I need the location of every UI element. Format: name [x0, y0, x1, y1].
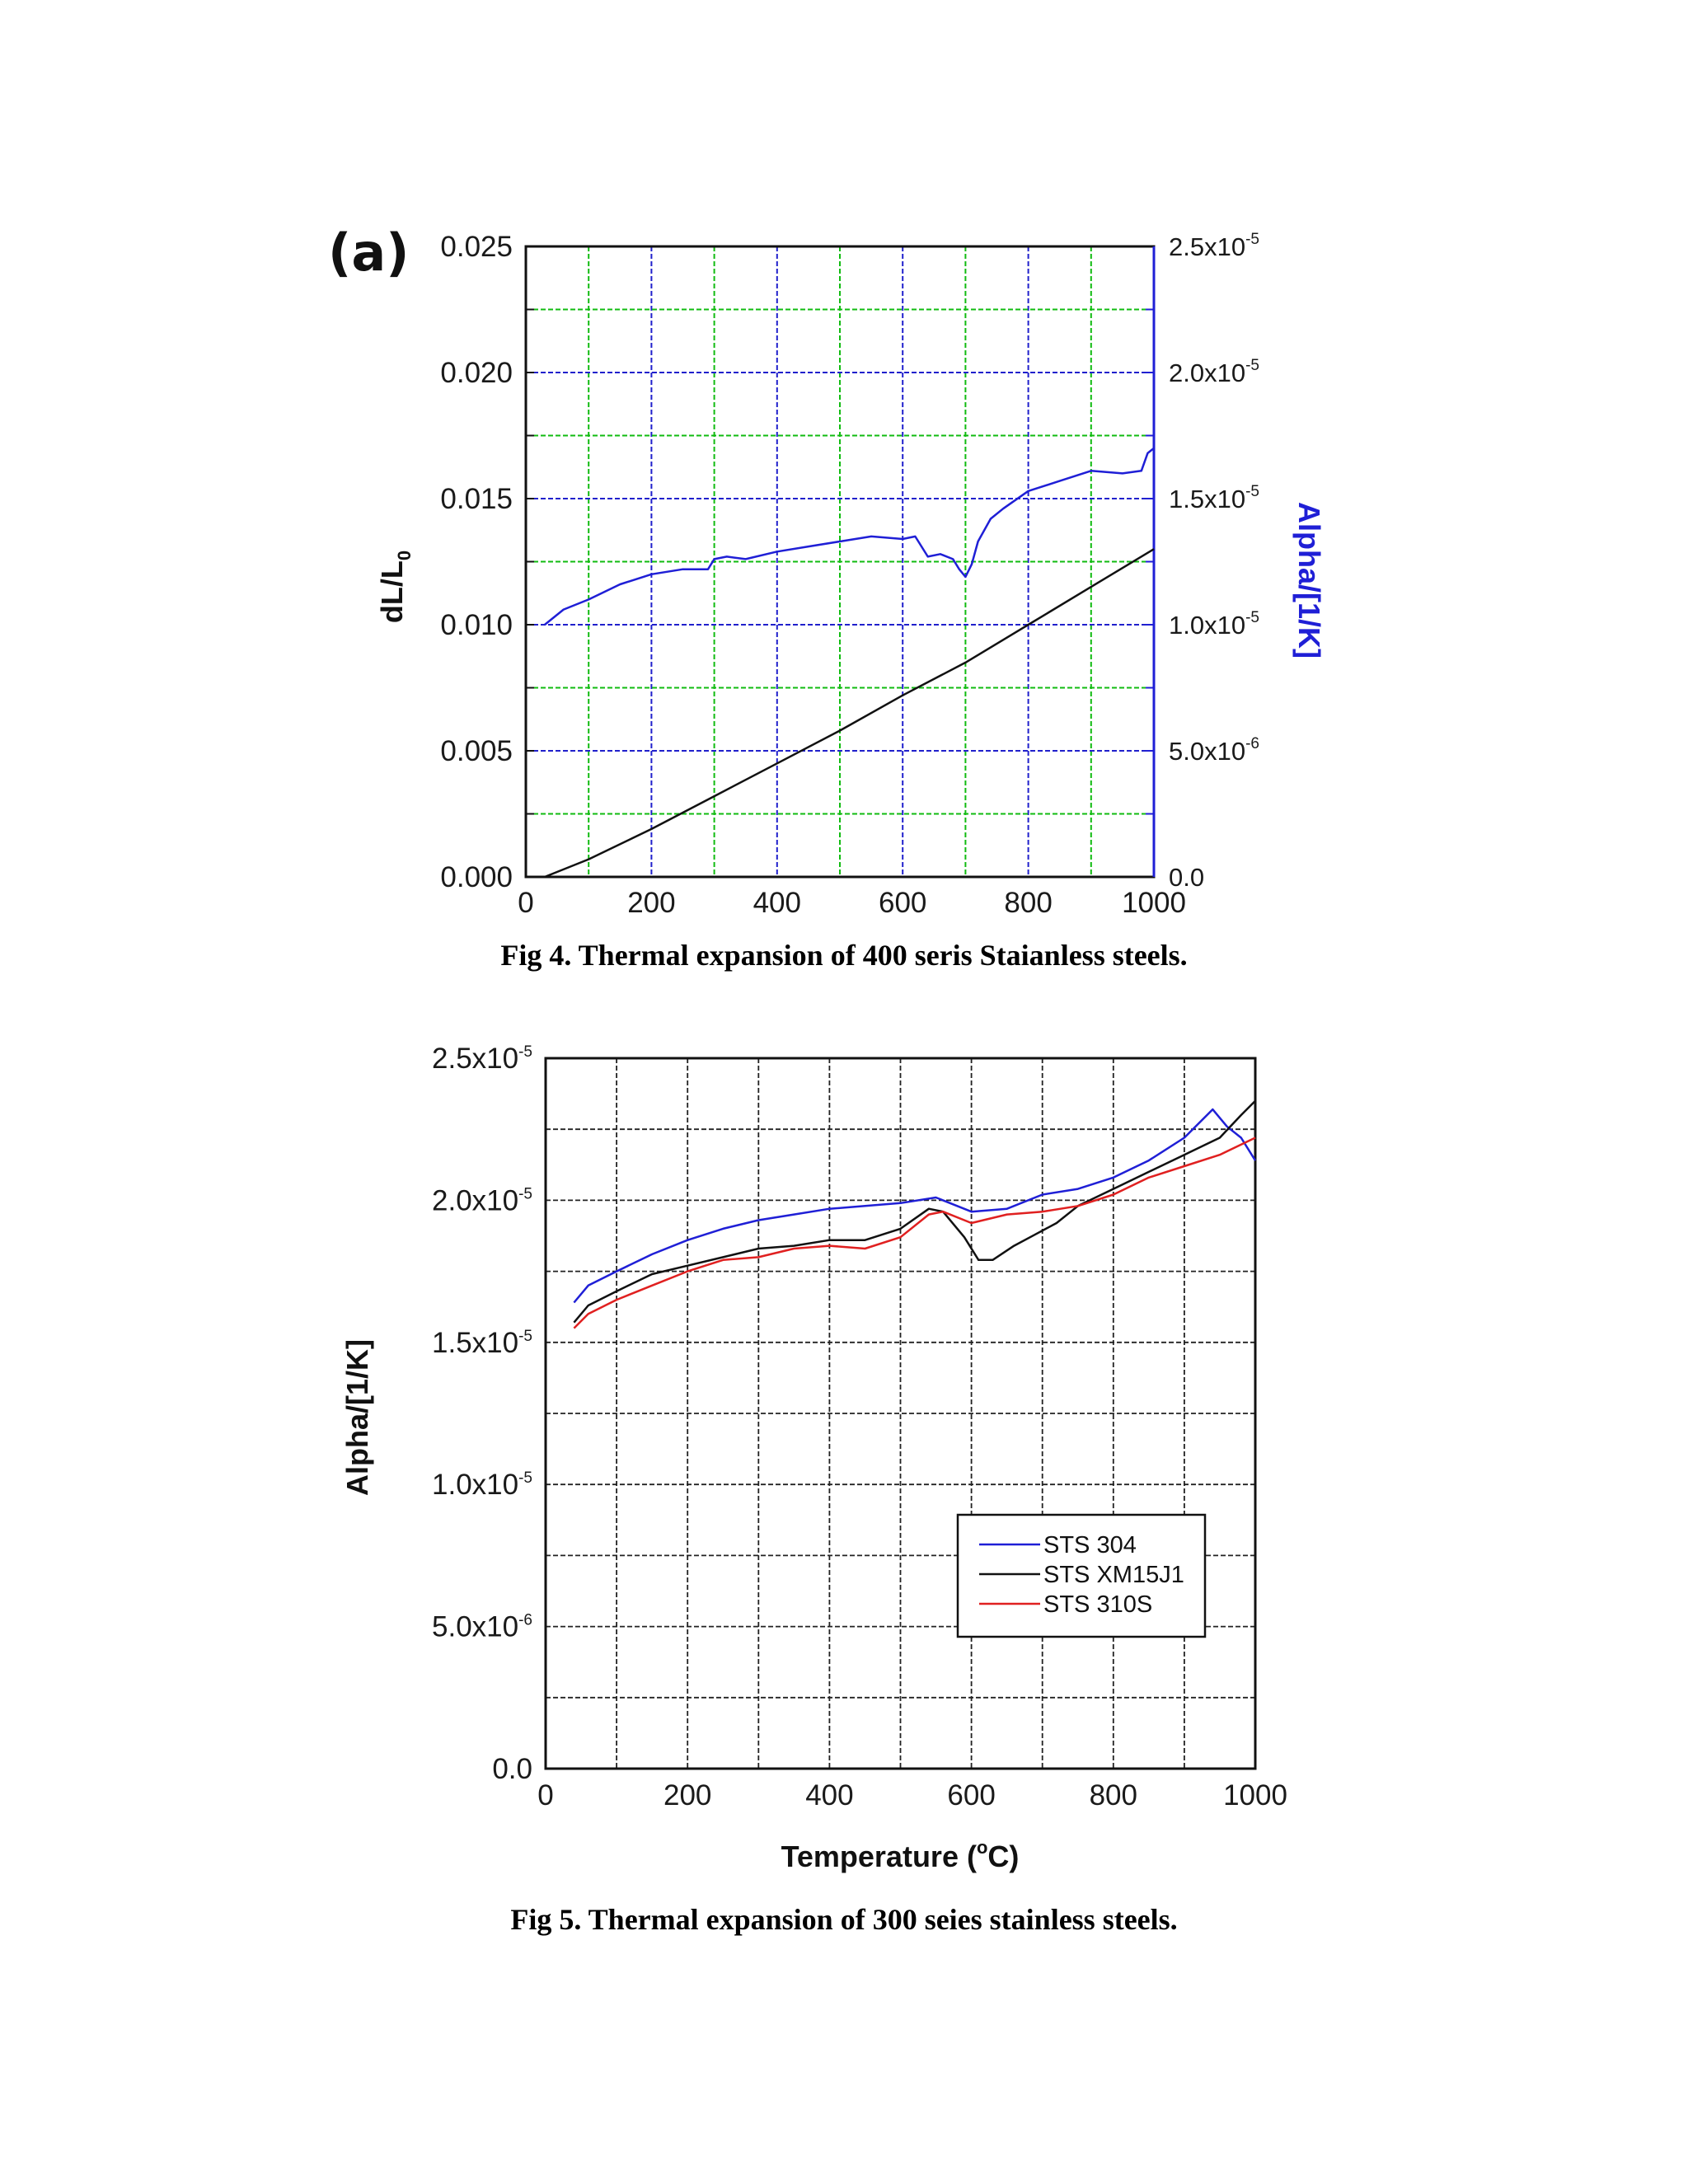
y-tick-label-left: 0.015	[440, 483, 513, 515]
series-line-alpha	[544, 447, 1155, 626]
x-tick-label: 0	[518, 887, 533, 919]
series-line-dl-l0	[544, 548, 1155, 879]
panel-label: (a)	[328, 223, 410, 283]
legend-box	[956, 1513, 1207, 1638]
x-tick-label: 200	[627, 887, 675, 919]
y-tick-label-right: 0.0	[1169, 863, 1204, 892]
chart2-series	[573, 1099, 1257, 1329]
x-tick-label: 800	[1004, 887, 1052, 919]
y-tick-label-left: 0.020	[440, 357, 513, 389]
chart1-x-tick-labels: 0 200 400 600 800 1000	[518, 887, 1186, 919]
y-tick-label-right: 2.5x10-5	[1169, 231, 1259, 261]
y-tick-label-right: 1.5x10-5	[1169, 483, 1259, 513]
chart2-grid	[546, 1058, 1255, 1769]
figure-5: 0 200 400 600 800 1000 0.0 5.0x10-6 1.0x10-5 1.5…	[340, 1043, 1287, 1936]
chart1-right-axis-title: Alpha/[1/K]	[1292, 502, 1326, 658]
x-tick-label: 0	[537, 1779, 553, 1811]
chart2-axis-frame	[544, 1057, 1257, 1770]
x-tick-label: 800	[1090, 1779, 1137, 1811]
y-tick-label-right: 1.0x10-5	[1169, 609, 1259, 640]
legend-label-sts-310s: STS 310S	[1043, 1591, 1152, 1618]
chart1-right-tick-labels: 0.0 5.0x10-6 1.0x10-5 1.5x10-5 2.0x10-5 2.5x1…	[1169, 231, 1259, 892]
chart1-grid	[526, 246, 1154, 877]
chart2-legend: STS 304 STS XM15J1 STS 310S	[956, 1513, 1207, 1638]
figure-4: (a) 0 200 400 600 800 1000 0.0000.0050.0100.0…	[328, 223, 1326, 972]
y-tick-label-right: 5.0x10-6	[1169, 735, 1259, 766]
x-tick-label: 600	[947, 1779, 995, 1811]
x-tick-label: 200	[663, 1779, 711, 1811]
chart2-x-tick-labels: 0 200 400 600 800 1000	[537, 1779, 1287, 1811]
y-tick-label: 0.0	[492, 1753, 532, 1785]
x-tick-label: 1000	[1223, 1779, 1287, 1811]
y-tick-label-left: 0.005	[440, 735, 513, 767]
x-tick-label: 400	[805, 1779, 853, 1811]
y-tick-label-left: 0.000	[440, 861, 513, 893]
chart1-left-axis-title: dL/L0	[375, 551, 415, 623]
y-tick-label: 2.0x10-5	[432, 1184, 532, 1216]
y-tick-label-left: 0.010	[440, 609, 513, 641]
figure-5-caption: Fig 5. Thermal expansion of 300 seies st…	[510, 1903, 1177, 1936]
chart2-x-axis-title: Temperature (oC)	[781, 1837, 1020, 1873]
chart2-y-tick-labels: 0.0 5.0x10-6 1.0x10-5 1.5x10-5 2.0x10-5 2.5x1…	[432, 1043, 532, 1785]
y-tick-label: 5.0x10-6	[432, 1611, 532, 1643]
x-tick-label: 400	[753, 887, 801, 919]
y-tick-label: 1.5x10-5	[432, 1327, 532, 1359]
legend-label-sts-304: STS 304	[1043, 1532, 1137, 1558]
y-tick-label-right: 2.0x10-5	[1169, 357, 1259, 387]
legend-label-sts-xm15j1: STS XM15J1	[1043, 1562, 1184, 1588]
chart1-left-tick-labels: 0.000 0.005 0.010 0.015 0.020 0.025	[440, 231, 513, 893]
chart1-series	[544, 447, 1155, 879]
series-line-sts-304	[573, 1108, 1257, 1304]
x-tick-label: 1000	[1122, 887, 1186, 919]
x-tick-label: 600	[879, 887, 926, 919]
figure-4-caption: Fig 4. Thermal expansion of 400 seris St…	[500, 939, 1187, 972]
series-line-sts-xm15j1	[573, 1099, 1256, 1324]
y-tick-label: 2.5x10-5	[432, 1043, 532, 1075]
y-tick-label-left: 0.025	[440, 231, 513, 263]
chart2-y-axis-title: Alpha/[1/K]	[340, 1339, 374, 1496]
y-tick-label: 1.0x10-5	[432, 1469, 532, 1501]
series-line-sts-310s	[573, 1137, 1256, 1329]
